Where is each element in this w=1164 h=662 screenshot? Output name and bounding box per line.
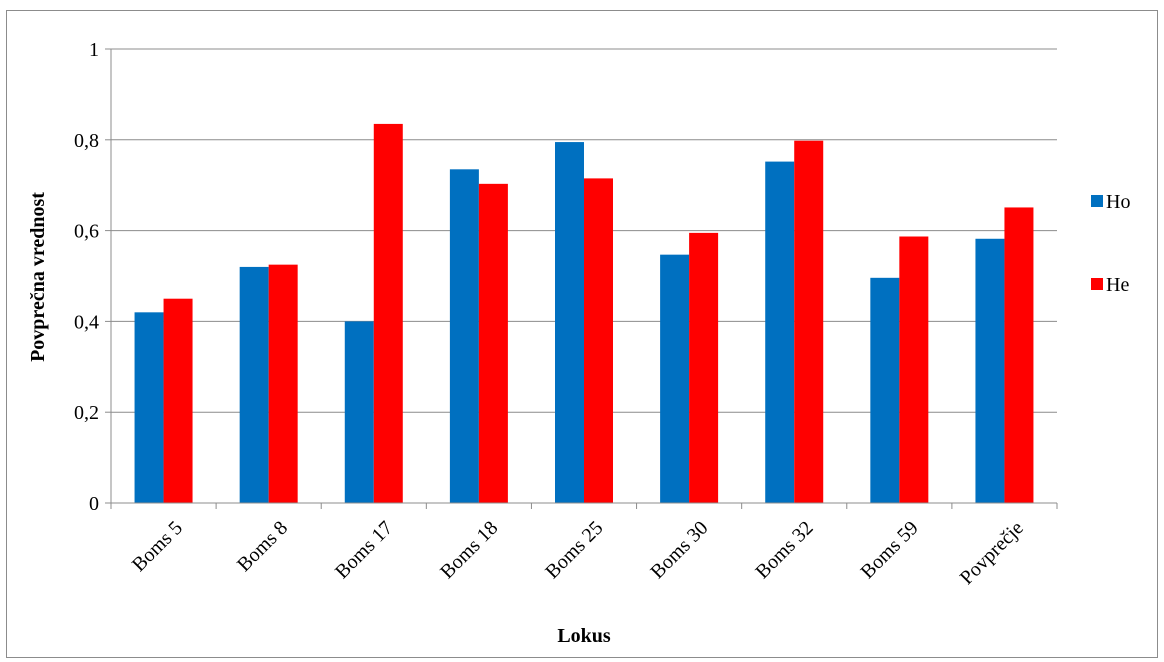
legend-swatch-he <box>1091 278 1103 290</box>
bar-ho-boms-8 <box>239 266 269 503</box>
y-tick-label: 0,8 <box>74 130 99 152</box>
bar-he-boms-59 <box>899 236 929 503</box>
x-axis-title: Lokus <box>557 625 611 647</box>
x-tick-label: Boms 8 <box>233 517 292 576</box>
bar-ho-boms-18 <box>449 169 479 503</box>
x-tick-label: Boms 25 <box>541 517 607 583</box>
bar-ho-boms-17 <box>344 321 374 503</box>
bar-he-boms-5 <box>163 298 193 503</box>
bar-ho-boms-59 <box>870 277 900 503</box>
bar-he-boms-17 <box>373 123 403 503</box>
bar-ho-boms-25 <box>555 142 584 503</box>
x-tick-label: Boms 17 <box>331 517 397 583</box>
y-tick-label: 0 <box>89 493 99 515</box>
y-tick-labels: 0 0,2 0,4 0,6 0,8 1 <box>74 39 99 515</box>
y-tick-label: 0,4 <box>74 311 99 333</box>
bar-he-boms-18 <box>478 183 508 503</box>
legend-swatch-ho <box>1091 195 1103 207</box>
y-tick-label: 0,6 <box>74 221 99 243</box>
bar-he-povprečje <box>1004 207 1034 504</box>
legend-label-ho: Ho <box>1106 191 1130 213</box>
x-tick-label: Povprečje <box>956 517 1028 589</box>
bars <box>134 123 1034 504</box>
x-tick-label: Boms 32 <box>751 517 817 583</box>
x-tick-label: Boms 18 <box>436 517 502 583</box>
y-tick-label: 0,2 <box>74 402 99 424</box>
legend-label-he: He <box>1106 274 1129 296</box>
x-tick-labels: Boms 5 Boms 8 Boms 17 Boms 18 Boms 25 Boms 30… <box>128 517 1028 589</box>
bar-he-boms-25 <box>584 178 613 503</box>
x-tick-label: Boms 59 <box>857 517 923 583</box>
axes <box>105 48 1058 509</box>
x-tick-label: Boms 30 <box>646 517 712 583</box>
bar-he-boms-30 <box>689 232 719 503</box>
y-axis-title: Povprečna vrednost <box>27 192 49 362</box>
bar-he-boms-8 <box>268 264 298 503</box>
bar-ho-povprečje <box>975 238 1005 503</box>
bar-he-boms-32 <box>794 140 824 503</box>
y-tick-label: 1 <box>89 39 99 61</box>
x-tick-label: Boms 5 <box>128 517 187 576</box>
legend: Ho He <box>1091 191 1130 296</box>
bar-ho-boms-30 <box>660 254 690 503</box>
bar-ho-boms-32 <box>765 161 795 504</box>
bar-ho-boms-5 <box>134 312 164 503</box>
